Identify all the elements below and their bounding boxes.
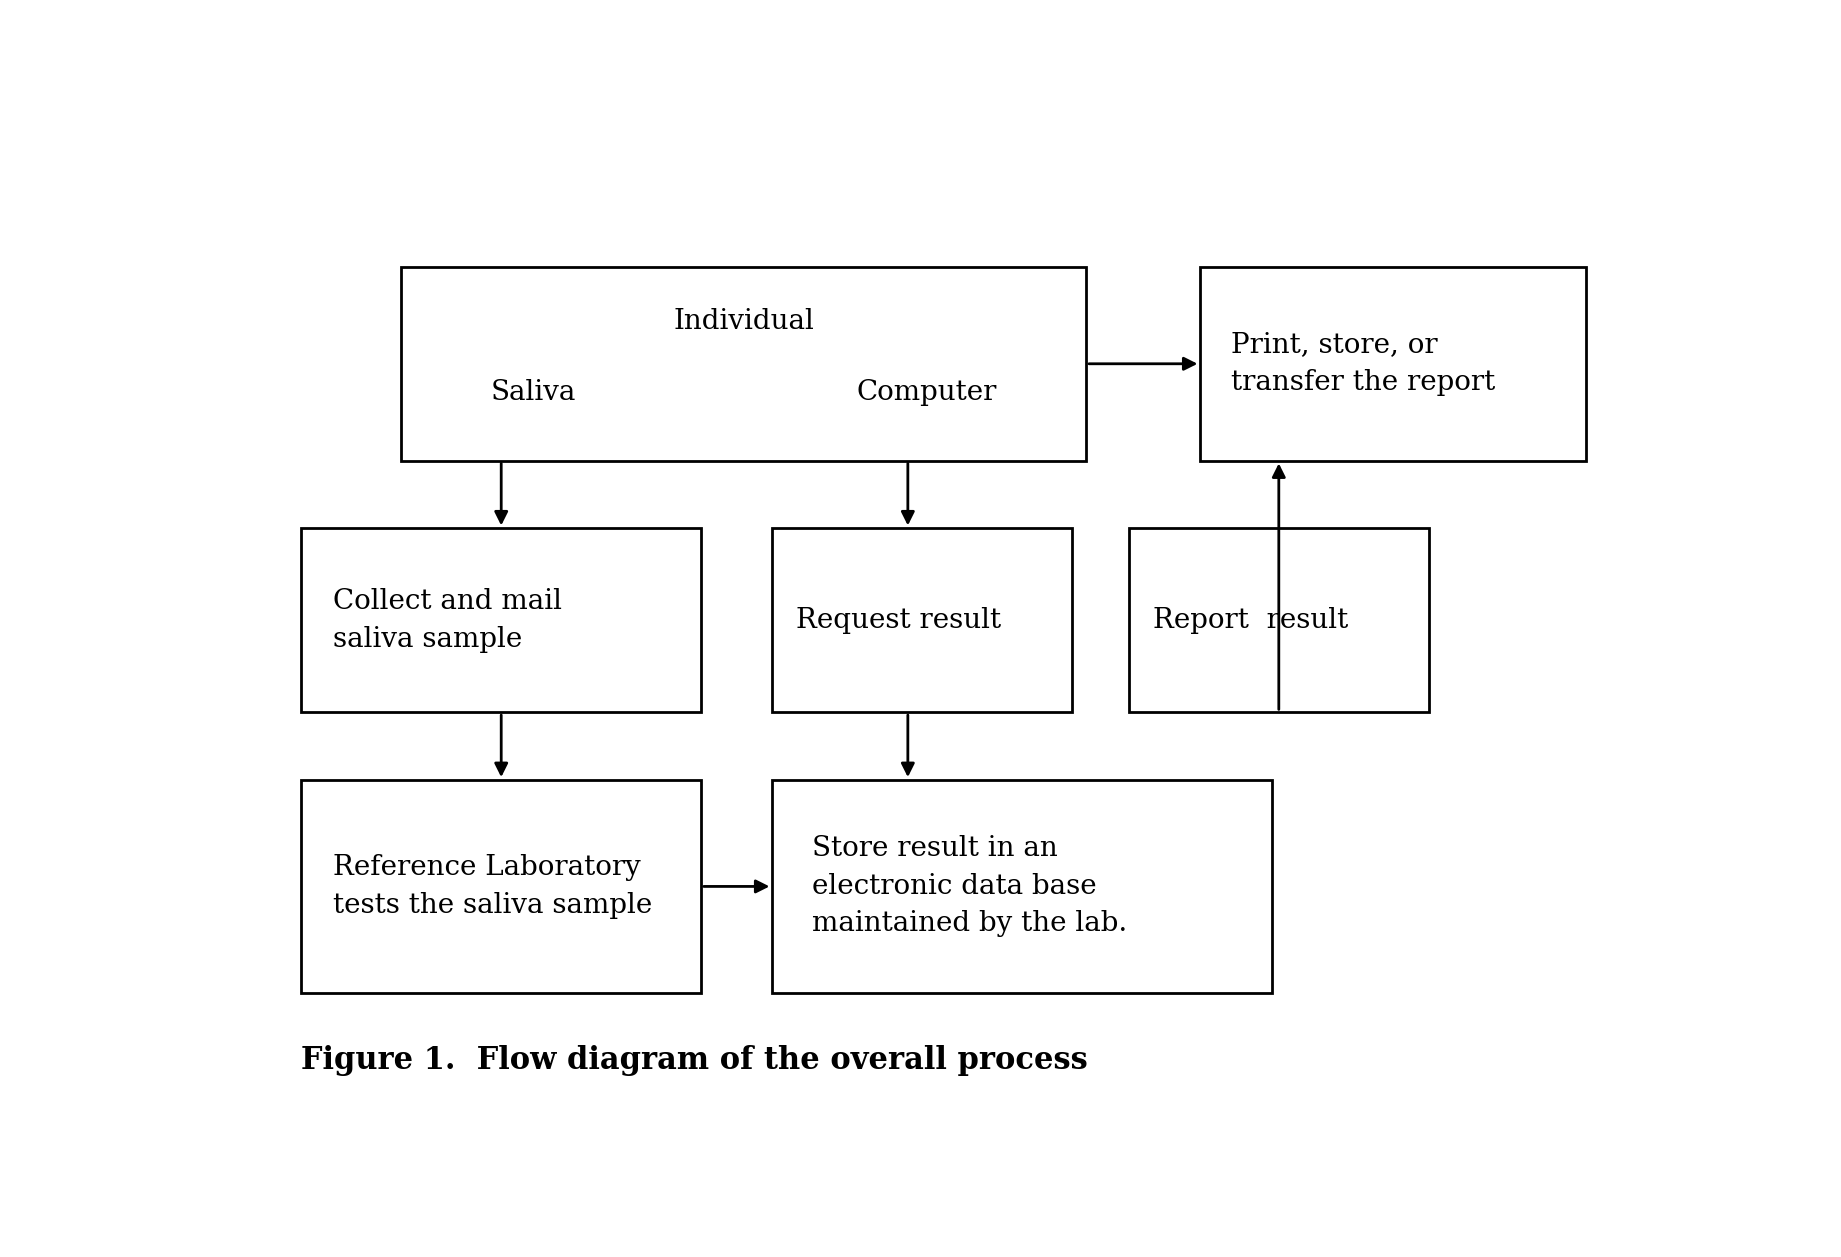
FancyBboxPatch shape (401, 266, 1086, 460)
Text: Individual: Individual (674, 308, 814, 334)
FancyBboxPatch shape (773, 528, 1071, 713)
FancyBboxPatch shape (773, 779, 1272, 993)
FancyBboxPatch shape (1129, 528, 1429, 713)
FancyBboxPatch shape (1200, 266, 1585, 460)
Text: Computer: Computer (856, 380, 998, 406)
Text: Store result in an
electronic data base
maintained by the lab.: Store result in an electronic data base … (812, 836, 1127, 938)
Text: Figure 1.  Flow diagram of the overall process: Figure 1. Flow diagram of the overall pr… (302, 1045, 1088, 1076)
FancyBboxPatch shape (302, 779, 701, 993)
Text: Saliva: Saliva (490, 380, 576, 406)
Text: Request result: Request result (797, 607, 1002, 634)
Text: Report  result: Report result (1152, 607, 1348, 634)
FancyBboxPatch shape (302, 528, 701, 713)
Text: Collect and mail
saliva sample: Collect and mail saliva sample (333, 588, 562, 652)
Text: Reference Laboratory
tests the saliva sample: Reference Laboratory tests the saliva sa… (333, 855, 654, 919)
Text: Print, store, or
transfer the report: Print, store, or transfer the report (1232, 332, 1495, 396)
